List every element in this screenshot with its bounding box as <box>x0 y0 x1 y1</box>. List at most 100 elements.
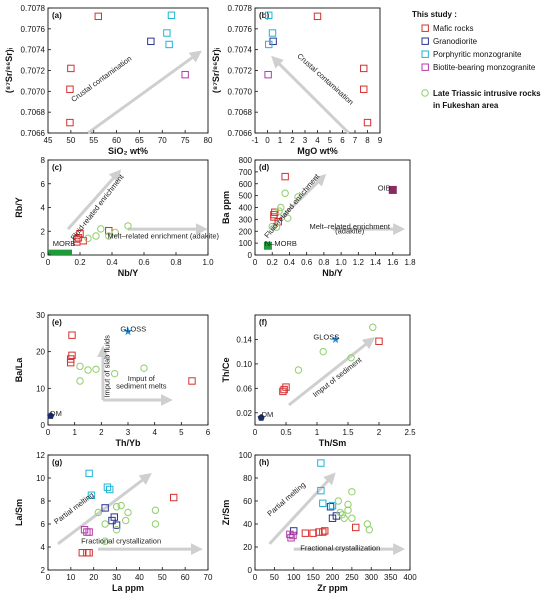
point-h-triassic-5 <box>348 514 356 522</box>
point-d-mafic-1 <box>270 210 278 219</box>
y-tick-label-h-2: 40 <box>243 520 252 529</box>
x-axis-label-g: La ppm <box>112 583 144 593</box>
point-f-triassic-1 <box>319 347 327 356</box>
y-tick-label-e-2: 20 <box>36 348 45 357</box>
point-f-dm_marker-0 <box>257 413 265 421</box>
panel-c: 0 0.2 0.4 0.6 0.8 1.002468Nb/YRb/Y(c)Fluid-re… <box>14 156 220 278</box>
x-axis-label-f: Th/Sm <box>319 438 347 448</box>
x-axis-label-c: Nb/Y <box>118 268 139 278</box>
x-tick-label-g-1: 10 <box>66 573 75 582</box>
x-tick-label-e-6: 6 <box>206 428 211 437</box>
x-tick-label-b-2: 1 <box>278 136 283 145</box>
y-tick-label-a-6: 0.7078 <box>21 4 46 13</box>
point-a-mafic-3 <box>94 12 102 21</box>
annotation-d-2: (adakite) <box>335 227 365 236</box>
point-g-granodiorite-2 <box>110 513 118 521</box>
annotation-f-0: GLOSS <box>313 332 339 341</box>
x-tick-label-e-5: 5 <box>179 428 184 437</box>
annotation-b-0: Crustal contamination <box>295 51 355 106</box>
plot-frame-h <box>254 454 411 571</box>
legend-title: This study : <box>412 10 457 19</box>
panel-f: 0 0.5 1 1.5 2 2.5 0.02 0.06 0.10 0.14 Th/Sm Th/Ce (f… <box>221 314 416 448</box>
y-tick-label-b-6: 0.7078 <box>228 4 253 13</box>
y-axis-label-f: Th/Ce <box>221 357 231 382</box>
point-g-granodiorite-3 <box>112 521 121 529</box>
point-f-triassic-0 <box>294 366 303 374</box>
point-d-triassic-0 <box>268 222 276 231</box>
point-g-mafic-1 <box>83 549 91 557</box>
x-tick-label-c-4: 0.8 <box>170 258 182 267</box>
plot-frame-g <box>47 454 209 571</box>
y-tick-label-b-5: 0.7076 <box>228 25 253 34</box>
y-tick-label-a-4: 0.7074 <box>21 46 46 55</box>
x-tick-label-d-0: 0 <box>253 258 258 267</box>
y-tick-label-a-2: 0.7070 <box>21 87 46 96</box>
field-morb <box>48 249 72 255</box>
point-g-mafic-0 <box>78 549 86 557</box>
legend-marker-triassic <box>421 89 429 97</box>
point-g-porphyritic-1 <box>87 491 96 499</box>
point-h-biotite-2 <box>289 531 297 540</box>
x-tick-label-a-7: 80 <box>204 136 213 145</box>
point-b-biotite-0 <box>264 70 272 79</box>
y-tick-label-a-3: 0.7072 <box>21 67 46 76</box>
point-d-mafic-2 <box>271 208 279 216</box>
x-tick-label-d-9: 1.8 <box>404 258 416 267</box>
y-tick-label-c-3: 6 <box>41 180 46 189</box>
x-tick-label-h-5: 250 <box>345 573 359 582</box>
point-b-mafic-0 <box>313 12 322 21</box>
panel-label-d: (d) <box>259 163 270 172</box>
annotation-h-1: Fractional crystallization <box>300 543 380 552</box>
x-tick-label-f-0: 0 <box>253 428 258 437</box>
x-tick-label-f-5: 2.5 <box>404 428 416 437</box>
x-tick-label-f-4: 2 <box>377 428 382 437</box>
point-f-mafic-2 <box>282 383 290 391</box>
annotation-f-2: DM <box>262 410 274 419</box>
x-tick-label-g-7: 70 <box>204 573 213 582</box>
point-h-triassic-3 <box>344 506 352 514</box>
point-h-porphyritic-0 <box>317 459 325 467</box>
x-tick-label-d-2: 0.4 <box>284 258 296 267</box>
annotation-d-4: OIB <box>378 183 391 192</box>
x-tick-label-e-2: 2 <box>99 428 104 437</box>
point-d-mafic-4 <box>281 172 289 181</box>
y-tick-label-h-5: 100 <box>239 451 253 460</box>
y-tick-label-b-1: 0.7068 <box>228 108 253 117</box>
point-h-mafic-1 <box>309 529 317 537</box>
point-a-granodiorite-0 <box>147 37 155 46</box>
x-tick-label-h-3: 150 <box>306 573 320 582</box>
x-tick-label-f-2: 1 <box>315 428 320 437</box>
x-tick-label-d-7: 1.4 <box>370 258 382 267</box>
x-tick-label-h-7: 350 <box>384 573 398 582</box>
point-g-triassic-3 <box>117 501 125 510</box>
annotation-a-0: Crustal contamination <box>69 54 133 104</box>
x-tick-label-g-4: 40 <box>135 573 144 582</box>
point-d-mafic-3 <box>274 218 282 226</box>
point-d-triassic-1 <box>272 223 281 231</box>
x-tick-label-d-5: 1.0 <box>336 258 348 267</box>
legend-label-porphyritic: Porphyritic monzogranite <box>433 50 522 59</box>
y-axis-label-h: Zr/Sm <box>221 500 231 526</box>
point-e-triassic-3 <box>92 365 100 373</box>
y-tick-label-b-0: 0.7066 <box>228 129 253 138</box>
x-tick-label-g-6: 60 <box>181 573 190 582</box>
point-h-mafic-3 <box>319 528 327 536</box>
y-tick-label-d-3: 300 <box>239 215 253 224</box>
x-tick-label-h-2: 100 <box>287 573 301 582</box>
x-tick-label-c-3: 0.6 <box>138 258 150 267</box>
y-tick-label-b-2: 0.7070 <box>228 87 253 96</box>
y-tick-label-f-2: 0.10 <box>236 360 252 369</box>
y-tick-label-h-0: 0 <box>248 566 253 575</box>
y-tick-label-e-1: 10 <box>36 384 45 393</box>
y-tick-label-c-0: 0 <box>41 251 46 260</box>
annotation-e-2: Imput of <box>128 374 156 383</box>
y-tick-label-a-5: 0.7076 <box>21 25 46 34</box>
panel-b: -1 0 1 2 3 4 5 6 7 8 9 0.7066 0.7068 0.7070 0.7072 0.70… <box>211 4 383 156</box>
x-tick-label-d-4: 0.8 <box>318 258 330 267</box>
legend-marker-granodiorite <box>421 37 429 45</box>
point-f-triassic-3 <box>369 323 377 331</box>
annotation-e-4: DM <box>50 409 62 418</box>
x-tick-label-a-1: 50 <box>66 136 75 145</box>
